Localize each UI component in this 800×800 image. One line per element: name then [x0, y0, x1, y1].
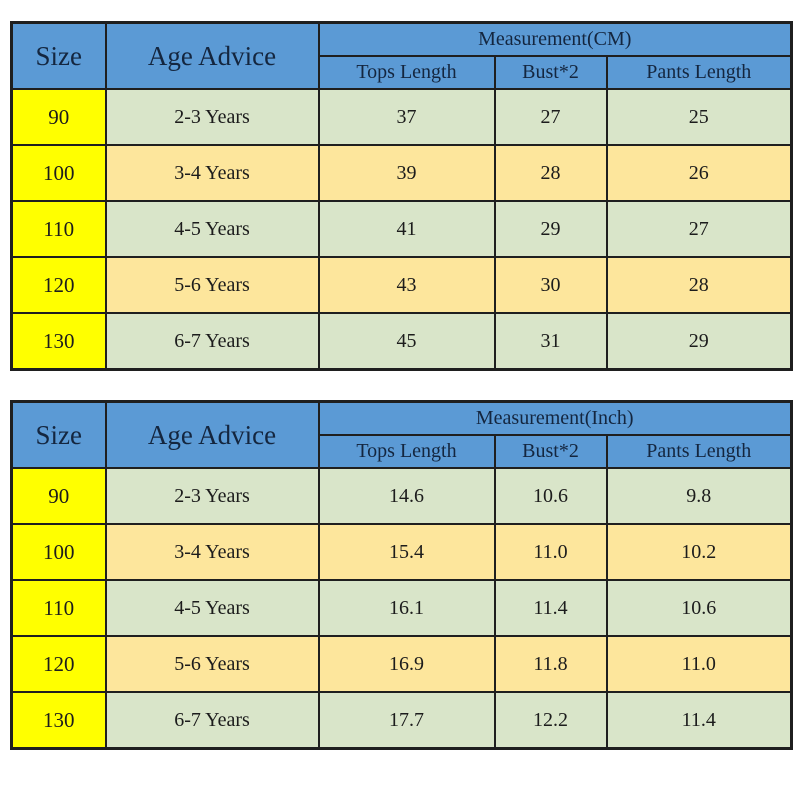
- tops-length-cell: 17.7: [317, 691, 496, 750]
- size-chart-inch-table: Size Age Advice Measurement(Inch) Tops L…: [10, 400, 793, 750]
- size-cell: 110: [10, 200, 107, 258]
- pants-length-cell: 29: [605, 312, 793, 371]
- bust-cell: 27: [493, 88, 608, 146]
- table-row: 100 3-4 Years 15.4 11.0 10.2: [10, 523, 793, 581]
- bust-cell: 11.0: [493, 523, 608, 581]
- pants-length-cell: 25: [605, 88, 793, 146]
- age-cell: 4-5 Years: [104, 579, 320, 637]
- table-gap: [10, 371, 790, 400]
- table-row: 90 2-3 Years 37 27 25: [10, 88, 793, 146]
- subheader-pants-length: Pants Length: [605, 55, 793, 90]
- size-cell: 120: [10, 635, 107, 693]
- table-row: 130 6-7 Years 45 31 29: [10, 312, 793, 371]
- age-cell: 4-5 Years: [104, 200, 320, 258]
- header-size: Size: [10, 400, 107, 469]
- size-cell: 120: [10, 256, 107, 314]
- header-size: Size: [10, 21, 107, 90]
- age-cell: 2-3 Years: [104, 467, 320, 525]
- size-cell: 130: [10, 312, 107, 371]
- subheader-tops-length: Tops Length: [317, 55, 496, 90]
- size-cell: 110: [10, 579, 107, 637]
- header-age-advice: Age Advice: [104, 400, 320, 469]
- table-row: 90 2-3 Years 14.6 10.6 9.8: [10, 467, 793, 525]
- bust-cell: 28: [493, 144, 608, 202]
- table-row: 130 6-7 Years 17.7 12.2 11.4: [10, 691, 793, 750]
- age-cell: 3-4 Years: [104, 523, 320, 581]
- pants-length-cell: 10.6: [605, 579, 793, 637]
- bust-cell: 12.2: [493, 691, 608, 750]
- tops-length-cell: 43: [317, 256, 496, 314]
- tops-length-cell: 45: [317, 312, 496, 371]
- size-cell: 100: [10, 523, 107, 581]
- bust-cell: 11.4: [493, 579, 608, 637]
- bust-cell: 10.6: [493, 467, 608, 525]
- pants-length-cell: 27: [605, 200, 793, 258]
- subheader-pants-length: Pants Length: [605, 434, 793, 469]
- header-age-advice: Age Advice: [104, 21, 320, 90]
- table-row: 120 5-6 Years 43 30 28: [10, 256, 793, 314]
- subheader-tops-length: Tops Length: [317, 434, 496, 469]
- size-cell: 100: [10, 144, 107, 202]
- age-cell: 3-4 Years: [104, 144, 320, 202]
- pants-length-cell: 9.8: [605, 467, 793, 525]
- tops-length-cell: 16.1: [317, 579, 496, 637]
- age-cell: 5-6 Years: [104, 635, 320, 693]
- size-chart-page: Size Age Advice Measurement(CM) Tops Len…: [10, 21, 794, 750]
- tops-length-cell: 15.4: [317, 523, 496, 581]
- tops-length-cell: 37: [317, 88, 496, 146]
- age-cell: 6-7 Years: [104, 312, 320, 371]
- size-cell: 90: [10, 88, 107, 146]
- tops-length-cell: 39: [317, 144, 496, 202]
- subheader-bust: Bust*2: [493, 434, 608, 469]
- table-row: 100 3-4 Years 39 28 26: [10, 144, 793, 202]
- table-row: 120 5-6 Years 16.9 11.8 11.0: [10, 635, 793, 693]
- pants-length-cell: 11.0: [605, 635, 793, 693]
- age-cell: 6-7 Years: [104, 691, 320, 750]
- tops-length-cell: 16.9: [317, 635, 496, 693]
- size-cell: 130: [10, 691, 107, 750]
- tops-length-cell: 14.6: [317, 467, 496, 525]
- table-row: 110 4-5 Years 16.1 11.4 10.6: [10, 579, 793, 637]
- header-measurement-cm: Measurement(CM): [317, 21, 793, 57]
- table-row: 110 4-5 Years 41 29 27: [10, 200, 793, 258]
- tops-length-cell: 41: [317, 200, 496, 258]
- bust-cell: 31: [493, 312, 608, 371]
- age-cell: 5-6 Years: [104, 256, 320, 314]
- size-chart-cm-table: Size Age Advice Measurement(CM) Tops Len…: [10, 21, 794, 371]
- age-cell: 2-3 Years: [104, 88, 320, 146]
- header-measurement-inch: Measurement(Inch): [317, 400, 793, 436]
- size-cell: 90: [10, 467, 107, 525]
- bust-cell: 30: [493, 256, 608, 314]
- pants-length-cell: 11.4: [605, 691, 793, 750]
- bust-cell: 11.8: [493, 635, 608, 693]
- pants-length-cell: 26: [605, 144, 793, 202]
- bust-cell: 29: [493, 200, 608, 258]
- subheader-bust: Bust*2: [493, 55, 608, 90]
- pants-length-cell: 28: [605, 256, 793, 314]
- pants-length-cell: 10.2: [605, 523, 793, 581]
